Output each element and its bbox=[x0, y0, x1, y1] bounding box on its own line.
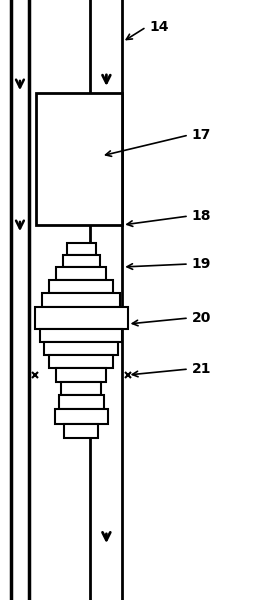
Bar bbox=[55, 409, 108, 424]
Text: 20: 20 bbox=[192, 311, 211, 325]
Text: 14: 14 bbox=[149, 20, 168, 34]
Text: 17: 17 bbox=[192, 128, 211, 142]
Bar bbox=[63, 255, 100, 267]
Bar bbox=[44, 342, 118, 355]
Bar bbox=[61, 382, 101, 395]
Bar bbox=[59, 395, 104, 409]
Bar bbox=[49, 355, 113, 368]
Bar bbox=[42, 293, 120, 307]
Bar bbox=[56, 267, 106, 280]
Bar bbox=[40, 329, 122, 342]
Text: 21: 21 bbox=[192, 362, 211, 376]
Bar bbox=[49, 280, 113, 293]
Bar bbox=[36, 93, 122, 225]
Text: 18: 18 bbox=[192, 209, 211, 223]
Bar bbox=[56, 368, 106, 382]
Text: 19: 19 bbox=[192, 257, 211, 271]
Bar bbox=[66, 243, 96, 255]
Bar bbox=[64, 424, 98, 438]
Bar bbox=[35, 307, 128, 329]
